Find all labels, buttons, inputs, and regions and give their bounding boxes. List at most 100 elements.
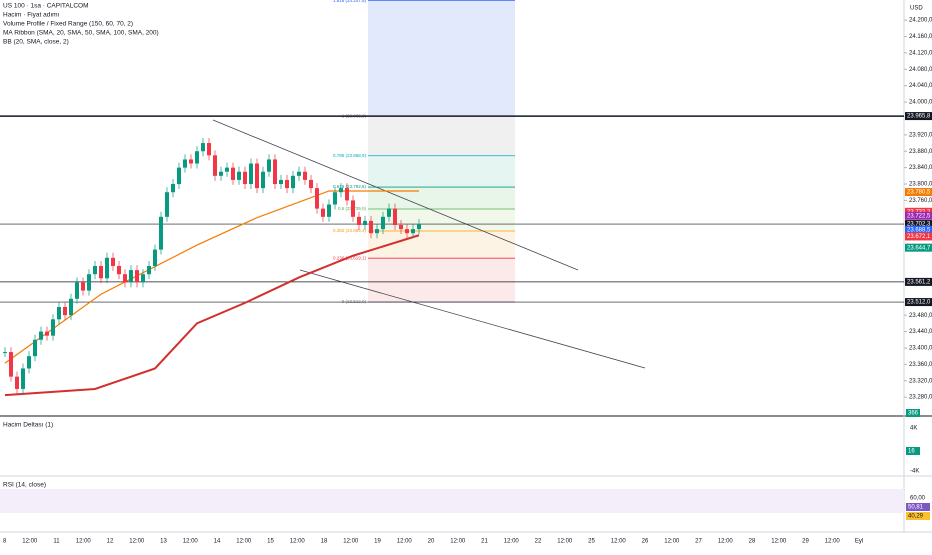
price-tag-label: 23.702,3 (907, 222, 931, 228)
moving-average (4, 234, 420, 397)
rsi-band (0, 489, 904, 513)
candle (3, 352, 7, 354)
candle (399, 225, 403, 230)
pane-label: 16 (908, 449, 915, 455)
candle (279, 179, 283, 185)
y-tick-label: 24.000,0 (909, 100, 932, 106)
price-tag-label: 23.561,2 (907, 279, 931, 285)
y-tick-label: 23.400,0 (909, 346, 932, 352)
y-tick-label: 23.360,0 (909, 362, 932, 368)
candle (177, 167, 181, 185)
fib-zone (368, 0, 515, 117)
x-tick-label: 12:00 (771, 539, 787, 545)
candle (201, 143, 205, 152)
price-tag (905, 243, 932, 252)
x-tick-label: 27 (695, 539, 702, 545)
candle (63, 306, 67, 316)
price-tag-label: 23.780,5 (907, 190, 931, 196)
price-tag (905, 277, 932, 286)
candle (381, 216, 385, 230)
x-tick-label: 12:00 (343, 539, 359, 545)
candle (165, 192, 169, 217)
candle (51, 319, 55, 336)
x-tick-label: 20 (428, 539, 435, 545)
y-tick-label: 23.880,0 (909, 149, 932, 155)
candle (315, 188, 319, 209)
candle (285, 179, 289, 189)
pane-label: 40,29 (908, 514, 924, 520)
candle (123, 274, 127, 283)
candle (267, 159, 271, 172)
indicator: BB (20, SMA, close, 2) (3, 39, 69, 46)
x-tick-label: 19 (374, 539, 381, 545)
y-tick-label: 24.160,0 (909, 34, 932, 40)
x-tick-label: 25 (588, 539, 595, 545)
x-tick-label: 12:00 (450, 539, 466, 545)
pane-tag (906, 512, 930, 520)
pane-label: 50,81 (908, 505, 924, 511)
volume-tag (906, 409, 920, 417)
candle (153, 249, 157, 266)
x-tick-label: 11 (53, 539, 60, 545)
pane-label: 4K (910, 426, 917, 432)
fib-zone (368, 116, 515, 156)
candle (327, 204, 331, 217)
candle (417, 224, 421, 230)
y-tick-label: 23.440,0 (909, 329, 932, 335)
candle (309, 179, 313, 189)
candle (69, 298, 73, 316)
price-tag-label: 23.722,5 (907, 213, 931, 219)
fib-label: 0.618 (23.792,6) (333, 184, 367, 189)
x-tick-label: 12:00 (236, 539, 252, 545)
candle (375, 229, 379, 234)
y-tick-label: 23.280,0 (909, 395, 932, 401)
fib-label: 0.786 (23.868,9) (333, 153, 367, 158)
x-tick-label: 12 (107, 539, 114, 545)
symbol: US 100 · 1sa · CAPITALCOM (3, 3, 89, 10)
candle (111, 257, 115, 266)
candle (357, 216, 361, 226)
volume-label: 366 (908, 411, 919, 417)
candle (99, 265, 103, 279)
candle (351, 200, 355, 217)
x-tick-label: 12:00 (397, 539, 413, 545)
candle (189, 159, 193, 164)
candle (225, 167, 229, 172)
candle (105, 257, 109, 279)
pane-label: 60,00 (910, 496, 926, 502)
candle (387, 208, 391, 217)
x-tick-label: 12:00 (825, 539, 841, 545)
y-tick-label: 23.920,0 (909, 132, 932, 138)
fib-zone (368, 155, 515, 188)
trend-line (212, 119, 579, 271)
x-tick-label: 12:00 (76, 539, 92, 545)
indicator: MA Ribbon (SMA, 20, SMA, 50, SMA, 100, S… (3, 30, 159, 37)
candle (303, 171, 307, 180)
candle (333, 192, 337, 205)
y-tick-label: 23.480,0 (909, 313, 932, 319)
pane-tag (906, 447, 920, 455)
moving-average (4, 190, 419, 364)
candle (75, 282, 79, 299)
candle (207, 143, 211, 156)
candle (183, 159, 187, 168)
fib-zone (368, 258, 515, 303)
indicator: Volume Profile / Fixed Range (150, 60, 7… (3, 21, 133, 28)
x-tick-label: 26 (642, 539, 649, 545)
price-tag-label: 23.644,7 (907, 245, 931, 251)
x-tick-label: 12:00 (718, 539, 734, 545)
price-tag (905, 211, 932, 220)
x-tick-label: 28 (749, 539, 756, 545)
candle (45, 331, 49, 336)
x-tick-label: 12:00 (504, 539, 520, 545)
candle (369, 220, 373, 234)
fib-label: 0.382 (23.685,4) (333, 228, 367, 233)
fib-zone (368, 209, 515, 231)
candle (345, 188, 349, 201)
price-tag-label: 23.512,0 (907, 300, 931, 306)
pane-title: Hacim Deltası (1) (3, 422, 53, 429)
candle (147, 265, 151, 275)
candle (321, 208, 325, 217)
candle (273, 159, 277, 185)
y-tick-label: 24.080,0 (909, 67, 932, 73)
